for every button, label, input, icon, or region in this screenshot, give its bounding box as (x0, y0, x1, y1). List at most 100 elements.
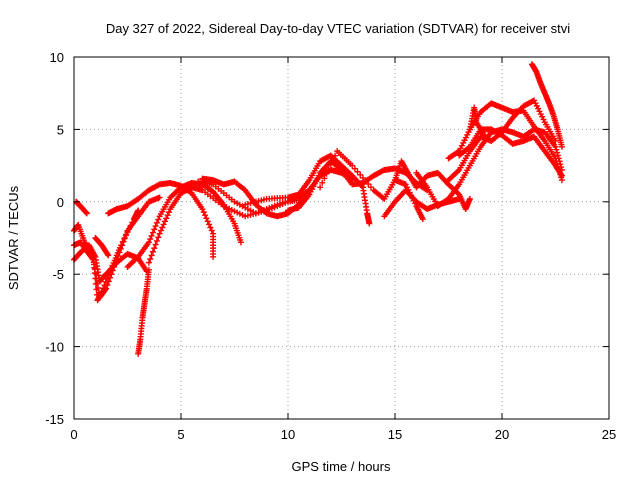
data-point (156, 194, 163, 201)
y-tick-label: -10 (45, 340, 64, 355)
data-point (160, 221, 167, 228)
data-point (325, 166, 332, 173)
x-tick-label: 25 (602, 427, 616, 442)
x-tick-label: 15 (388, 427, 402, 442)
data-point (237, 239, 244, 246)
data-point (92, 275, 99, 282)
data-point (152, 223, 159, 230)
data-point (161, 218, 168, 225)
data-point (129, 219, 136, 226)
data-point (553, 146, 560, 153)
data-point (554, 149, 561, 156)
y-tick-label: 0 (57, 195, 64, 210)
data-point (101, 282, 108, 289)
data-point (351, 165, 358, 172)
data-point (98, 288, 105, 295)
data-point (365, 181, 372, 188)
data-point (147, 236, 154, 243)
series-track-g (105, 179, 217, 260)
data-point (91, 264, 98, 271)
data-point (149, 229, 156, 236)
data-point (90, 253, 97, 260)
x-tick-label: 10 (281, 427, 295, 442)
data-point (151, 245, 158, 252)
data-point (349, 162, 356, 169)
data-point (153, 237, 160, 244)
series-track-u (528, 61, 565, 150)
data-point (163, 215, 170, 222)
data-point (124, 229, 131, 236)
data-point (100, 285, 107, 292)
data-point (204, 218, 211, 225)
data-point (106, 269, 113, 276)
data-point (317, 184, 324, 191)
series-track-t (445, 97, 559, 184)
data-point (90, 259, 97, 266)
chart-title: Day 327 of 2022, Sidereal Day-to-day VTE… (106, 21, 570, 36)
x-axis-label: GPS time / hours (292, 459, 391, 474)
data-point (481, 133, 488, 140)
data-point (91, 270, 98, 277)
data-point (207, 224, 214, 231)
series-track-v (466, 104, 488, 140)
y-tick-label: 5 (57, 122, 64, 137)
data-point (203, 215, 210, 222)
grid-layer (74, 57, 609, 419)
data-point (148, 232, 155, 239)
data-point (127, 222, 134, 229)
series-track-d (73, 198, 90, 217)
data-point (552, 143, 559, 150)
data-point (456, 195, 463, 202)
series-track-a (71, 242, 150, 285)
series-track-p (392, 177, 426, 223)
points-layer (71, 61, 565, 357)
data-point (200, 209, 207, 216)
data-point (367, 184, 374, 191)
data-point (332, 152, 339, 159)
data-point (145, 266, 152, 273)
axis-layer: 0 5 10 15 20 25 10 5 0 -5 -10 -15 (45, 50, 616, 442)
series-track-n (317, 148, 473, 213)
data-point (155, 234, 162, 241)
data-point (359, 174, 366, 181)
data-point (552, 137, 559, 144)
data-point (319, 179, 326, 186)
data-point (419, 216, 426, 223)
data-point (83, 209, 90, 216)
data-point (126, 225, 133, 232)
data-point (206, 221, 213, 228)
data-point (165, 209, 172, 216)
data-point (83, 210, 90, 217)
data-point (466, 195, 473, 202)
data-point (366, 220, 373, 227)
y-tick-label: -15 (45, 412, 64, 427)
data-point (558, 171, 565, 178)
data-point (108, 265, 115, 272)
data-point (362, 177, 369, 184)
x-tick-label: 0 (70, 427, 77, 442)
data-point (202, 212, 209, 219)
data-point (558, 172, 565, 179)
data-point (155, 216, 162, 223)
data-point (122, 232, 129, 239)
data-point (210, 253, 217, 260)
data-point (558, 143, 565, 150)
data-point (92, 280, 99, 287)
x-tick-label: 5 (177, 427, 184, 442)
data-point (357, 171, 364, 178)
data-point (329, 157, 336, 164)
data-point (102, 278, 109, 285)
data-point (199, 206, 206, 213)
data-point (119, 238, 126, 245)
data-point (118, 242, 125, 249)
data-point (157, 227, 164, 234)
data-point (321, 175, 328, 182)
series-track-c (71, 207, 142, 304)
data-point (93, 286, 100, 293)
data-point (105, 272, 112, 279)
data-point (105, 252, 112, 259)
data-point (135, 207, 142, 214)
data-point (147, 255, 154, 262)
data-point (104, 275, 111, 282)
